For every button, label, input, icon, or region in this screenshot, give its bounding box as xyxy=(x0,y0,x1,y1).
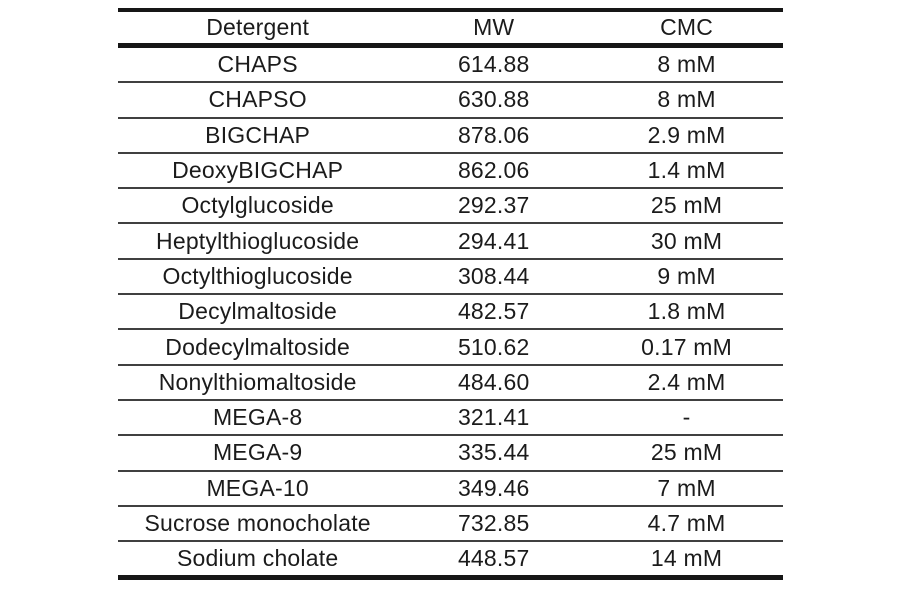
cell-mw-value: 614.88 xyxy=(397,45,591,84)
table-row: Octylglucoside 292.37 25 mM xyxy=(118,188,783,225)
cell-detergent-name: MEGA-8 xyxy=(118,399,398,437)
cell-mw-value: 732.85 xyxy=(397,505,591,543)
cell-detergent-name: Octylglucoside xyxy=(118,188,398,225)
table-row: Decylmaltoside 482.57 1.8 mM xyxy=(118,294,783,331)
cell-mw-value: 630.88 xyxy=(397,82,591,119)
cell-mw-value: 862.06 xyxy=(397,152,591,190)
column-header-cmc: CMC xyxy=(590,10,783,48)
cell-mw-value: 878.06 xyxy=(397,117,591,154)
cell-cmc-value: 30 mM xyxy=(590,223,783,260)
cell-detergent-name: Dodecylmaltoside xyxy=(118,329,398,366)
cell-detergent-name: Sodium cholate xyxy=(176,545,339,572)
table-row: MEGA-10 349.46 7 mM xyxy=(118,470,783,507)
table-body: CHAPS 614.88 8 mM CHAPSO 630.88 8 mM BIGCHAP 87… xyxy=(118,45,783,578)
cell-cmc-value: 25 mM xyxy=(590,435,783,472)
cell-mw-value: 448.57 xyxy=(457,545,530,572)
cell-cmc-value: 9 mM xyxy=(590,258,783,296)
cell-cmc-value: 8 mM xyxy=(590,82,783,119)
cell-cmc-value: 8 mM xyxy=(590,45,783,84)
cell-detergent-name: Decylmaltoside xyxy=(118,294,398,331)
cell-cmc-value: 0.17 mM xyxy=(590,329,783,366)
table-row: Dodecylmaltoside 510.62 0.17 mM xyxy=(118,329,783,366)
cell-mw-value: 321.41 xyxy=(397,399,591,437)
cell-mw-value: 484.60 xyxy=(397,364,591,401)
cell-cmc-value: 14 mM xyxy=(650,545,723,572)
table-row: CHAPSO 630.88 8 mM xyxy=(118,82,783,119)
detergent-properties-table: Detergent MW CMC CHAPS 614.88 8 mM CHAPSO 63… xyxy=(118,8,783,581)
column-header-mw: MW xyxy=(397,10,591,48)
table-row: Heptylthioglucoside 294.41 30 mM xyxy=(118,223,783,260)
cell-mw-value: 482.57 xyxy=(397,294,591,331)
table-row: CHAPS 614.88 8 mM xyxy=(118,45,783,84)
column-header-detergent: Detergent xyxy=(118,10,398,48)
cell-detergent-name: CHAPSO xyxy=(118,82,398,119)
cell-detergent-name: MEGA-9 xyxy=(118,435,398,472)
cell-detergent-name: Nonylthiomaltoside xyxy=(118,364,398,401)
cell-detergent-name: CHAPS xyxy=(118,45,398,84)
table-row: Sodium cholate 448.57 14 mM xyxy=(118,541,783,578)
cell-cmc-value: 1.8 mM xyxy=(590,294,783,331)
table-row: Octylthioglucoside 308.44 9 mM xyxy=(118,258,783,296)
cell-cmc-value: 4.7 mM xyxy=(590,505,783,543)
table-row: MEGA-8 321.41- xyxy=(118,399,783,437)
cell-cmc-value: 2.4 mM xyxy=(590,364,783,401)
cell-cmc-value: - xyxy=(590,399,783,437)
cell-detergent-name: Heptylthioglucoside xyxy=(118,223,398,260)
cell-cmc-value: 7 mM xyxy=(590,470,783,507)
table-row: MEGA-9 335.44 25 mM xyxy=(118,435,783,472)
cell-mw-value: 308.44 xyxy=(397,258,591,296)
cell-mw-value: 349.46 xyxy=(397,470,591,507)
detergent-table-container: Detergent MW CMC CHAPS 614.88 8 mM CHAPSO 63… xyxy=(118,8,783,581)
table-row: BIGCHAP 878.06 2.9 mM xyxy=(118,117,783,154)
cell-mw-value: 292.37 xyxy=(397,188,591,225)
table-row: Nonylthiomaltoside 484.60 2.4 mM xyxy=(118,364,783,401)
table-row: DeoxyBIGCHAP 862.06 1.4 mM xyxy=(118,152,783,190)
table-row: Sucrose monocholate 732.85 4.7 mM xyxy=(118,505,783,543)
cell-detergent-name: MEGA-10 xyxy=(118,470,398,507)
cell-detergent-name: Sucrose monocholate xyxy=(118,505,398,543)
cell-cmc-value: 25 mM xyxy=(590,188,783,225)
header-row: Detergent MW CMC xyxy=(118,10,783,48)
cell-mw-value: 294.41 xyxy=(397,223,591,260)
cell-detergent-name: Octylthioglucoside xyxy=(118,258,398,296)
cell-mw-value: 335.44 xyxy=(397,435,591,472)
cell-detergent-name: BIGCHAP xyxy=(118,117,398,154)
cell-detergent-name: DeoxyBIGCHAP xyxy=(118,152,398,190)
cell-cmc-value: 1.4 mM xyxy=(590,152,783,190)
cell-mw-value: 510.62 xyxy=(397,329,591,366)
cell-cmc-value: 2.9 mM xyxy=(590,117,783,154)
